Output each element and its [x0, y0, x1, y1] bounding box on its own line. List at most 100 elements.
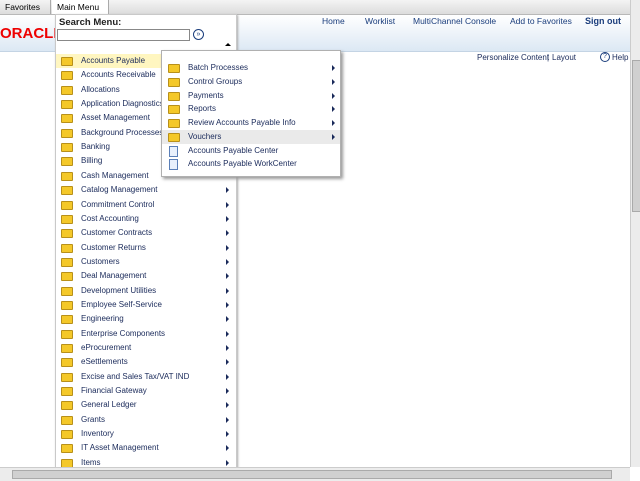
submenu-item[interactable]: Vouchers — [162, 129, 340, 144]
menu-item-label: General Ledger — [81, 400, 137, 410]
menu-item[interactable]: Cost Accounting — [56, 212, 236, 226]
submenu-panel: Batch Processes Control Groups Payments Rep… — [161, 50, 341, 177]
menu-item[interactable]: Enterprise Components — [56, 327, 236, 341]
nav-link[interactable]: Worklist — [365, 16, 396, 26]
folder-icon — [61, 157, 73, 167]
menu-item[interactable]: Asset Management — [56, 111, 236, 125]
menu-item-label: IT Asset Management — [81, 443, 159, 453]
scroll-thumb[interactable] — [632, 60, 640, 212]
vertical-scrollbar[interactable] — [630, 0, 640, 467]
folder-icon — [61, 272, 73, 282]
favorites-menu[interactable]: Favorites — [0, 0, 51, 14]
page-icon — [169, 145, 178, 157]
submenu-arrow — [226, 431, 229, 438]
submenu-arrow — [332, 78, 335, 85]
menu-item[interactable]: Employee Self-Service — [56, 298, 236, 312]
menu-item[interactable]: Inventory — [56, 427, 236, 441]
logo: ORACLE — [0, 25, 64, 42]
menu-item[interactable]: Financial Gateway — [56, 384, 236, 398]
menu-item[interactable]: eProcurement — [56, 341, 236, 355]
nav-link[interactable]: Home — [322, 16, 345, 26]
menu-item[interactable]: Accounts Receivable — [56, 68, 236, 82]
submenu-arrow — [226, 316, 229, 323]
menu-item[interactable]: General Ledger — [56, 398, 236, 412]
help-icon[interactable]: ? — [600, 52, 610, 62]
menu-item[interactable]: Excise and Sales Tax/VAT IND — [56, 370, 236, 384]
menu-item-label: eProcurement — [81, 343, 132, 352]
folder-icon — [61, 100, 73, 110]
menu-item[interactable]: Customers — [56, 255, 236, 269]
menu-item[interactable]: IT Asset Management — [56, 441, 236, 455]
menu-item-label: Development Utilities — [81, 285, 157, 295]
nav-link[interactable]: MultiChannel Console — [413, 16, 497, 26]
folder-icon — [61, 57, 73, 66]
submenu-arrow — [332, 106, 335, 113]
menu-item[interactable]: Grants — [56, 413, 236, 427]
submenu-arrow — [226, 388, 229, 395]
menu-item-label: Cost Accounting — [81, 213, 139, 223]
menu-item[interactable]: Allocations — [56, 83, 236, 97]
nav-link[interactable]: Add to Favorites — [510, 16, 572, 26]
horizontal-scrollbar[interactable] — [0, 467, 630, 481]
menu-item-label: Cash Management — [81, 170, 149, 180]
submenu-item[interactable]: Accounts Payable Center — [162, 144, 340, 158]
submenu-arrow — [226, 301, 229, 308]
folder-icon — [61, 315, 73, 325]
menu-item-label: Application Diagnostics — [81, 99, 164, 109]
submenu-arrow — [332, 65, 335, 71]
menu-item[interactable]: Background Processes — [56, 126, 236, 140]
help-link[interactable]: Help — [612, 53, 629, 62]
submenu-item[interactable]: Payments — [162, 89, 340, 103]
menu-item-label: eSettlements — [81, 357, 128, 367]
submenu-item[interactable]: Batch Processes — [162, 61, 340, 75]
search-label: Search Menu: — [59, 17, 122, 28]
sign-out[interactable]: Sign out — [585, 16, 621, 26]
menu-item-label: Items — [81, 457, 101, 467]
submenu-arrow — [226, 330, 229, 337]
menu-item[interactable]: Customer Returns — [56, 241, 236, 255]
submenu-arrow — [226, 416, 229, 423]
personalize-link[interactable]: Personalize Content — [477, 53, 550, 62]
layout-link[interactable]: Layout — [552, 53, 577, 62]
search-input[interactable] — [57, 29, 190, 41]
main-menu-panel: Search Menu: » Accounts Payable Accounts … — [55, 14, 237, 472]
submenu-item[interactable]: Accounts Payable WorkCenter — [162, 157, 340, 171]
menu-item[interactable]: Application Diagnostics — [56, 97, 236, 111]
scroll-thumb[interactable] — [12, 470, 612, 479]
menu-item-label: Background Processes — [81, 127, 164, 137]
folder-icon — [61, 243, 73, 253]
folder-icon — [168, 91, 180, 101]
folder-icon — [168, 64, 180, 73]
search-button[interactable]: » — [193, 29, 204, 40]
menu-item[interactable]: Development Utilities — [56, 284, 236, 298]
submenu-item-label: Accounts Payable Center — [188, 145, 279, 155]
scroll-up[interactable] — [225, 43, 231, 46]
menu-item-label: Commitment Control — [81, 199, 155, 209]
main-menu[interactable]: Main Menu — [52, 0, 109, 14]
menu-item-label: Accounts Receivable — [81, 70, 156, 80]
menu-item[interactable]: Banking — [56, 140, 236, 154]
submenu-item-label: Batch Processes — [188, 63, 249, 72]
submenu-arrow — [332, 120, 335, 126]
submenu-item-label: Reports — [188, 104, 217, 114]
menu-item-label: Catalog Management — [81, 185, 158, 195]
menu-item[interactable]: Deal Management — [56, 269, 236, 283]
menu-item[interactable]: Commitment Control — [56, 198, 236, 212]
folder-icon — [61, 71, 73, 81]
folder-icon — [61, 372, 73, 382]
menu-item[interactable]: Engineering — [56, 312, 236, 326]
menu-item[interactable]: Cash Management — [56, 169, 236, 183]
folder-icon — [61, 444, 73, 454]
menu-item-label: Inventory — [81, 429, 114, 439]
menu-item[interactable]: Catalog Management — [56, 183, 236, 197]
submenu-item[interactable]: Review Accounts Payable Info — [162, 116, 340, 130]
submenu-item[interactable]: Control Groups — [162, 75, 340, 89]
submenu-arrow — [226, 244, 229, 251]
submenu-arrow — [226, 287, 229, 294]
menu-item[interactable]: Billing — [56, 154, 236, 168]
menu-item-label: Customers — [81, 256, 120, 266]
menu-item[interactable]: Customer Contracts — [56, 226, 236, 240]
submenu-item[interactable]: Reports — [162, 102, 340, 116]
menu-item[interactable]: eSettlements — [56, 355, 236, 369]
submenu-arrow — [226, 201, 229, 208]
